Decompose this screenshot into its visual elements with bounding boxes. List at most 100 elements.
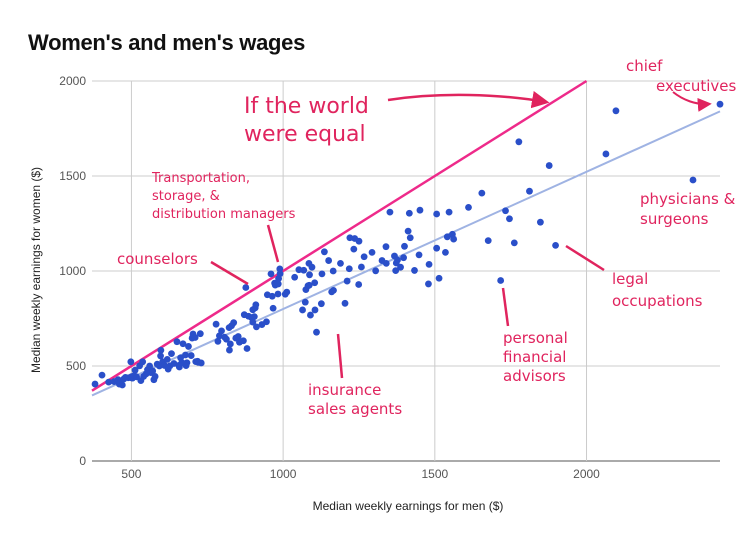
annotation-financial-line1: personal xyxy=(503,329,568,347)
data-point xyxy=(268,292,276,300)
y-tick-label: 2000 xyxy=(59,74,86,88)
data-point xyxy=(465,203,472,211)
data-point xyxy=(382,260,390,267)
data-point xyxy=(343,277,351,285)
data-point xyxy=(239,337,247,345)
data-point xyxy=(313,328,320,336)
data-point xyxy=(230,319,238,327)
annotation-transport-line2: storage, & xyxy=(152,189,220,204)
data-point xyxy=(545,162,553,169)
data-point xyxy=(397,263,404,271)
data-point xyxy=(301,298,309,306)
x-tick-label: 500 xyxy=(121,467,141,481)
data-point xyxy=(416,206,424,214)
data-point xyxy=(151,373,159,380)
data-point xyxy=(484,237,492,245)
annotation-transport-line1: Transportation, xyxy=(151,171,250,186)
data-point xyxy=(173,338,181,346)
y-tick-label: 1000 xyxy=(59,264,86,278)
annotation-equal-line1: If the world xyxy=(244,94,369,119)
data-point xyxy=(372,267,380,275)
annotation-chief: chief executives xyxy=(626,57,737,112)
data-point xyxy=(105,378,113,386)
data-point xyxy=(510,239,518,247)
y-tick-label: 0 xyxy=(79,454,86,468)
data-point xyxy=(401,242,408,250)
data-point xyxy=(149,367,157,375)
data-point xyxy=(341,299,349,307)
y-axis-label: Median weekly earnings for women ($) xyxy=(29,167,43,373)
data-point xyxy=(127,358,135,366)
data-point xyxy=(308,263,316,271)
x-axis-label: Median weekly earnings for men ($) xyxy=(313,499,504,513)
data-point xyxy=(612,107,620,115)
annotation-transport: Transportation, storage, & distribution … xyxy=(151,171,296,263)
annotation-physicians-line2: surgeons xyxy=(640,210,709,228)
annotation-chief-arrow xyxy=(672,91,712,112)
chart-title: Women's and men's wages xyxy=(28,30,306,55)
annotation-legal: legal occupations xyxy=(565,244,703,310)
annotation-legal-line2: occupations xyxy=(612,292,703,310)
data-point xyxy=(226,346,233,354)
data-point xyxy=(269,304,277,312)
data-point xyxy=(252,301,260,309)
data-point xyxy=(226,340,234,348)
data-point xyxy=(442,248,449,256)
data-point xyxy=(716,100,724,108)
data-point xyxy=(311,279,319,287)
data-point xyxy=(218,327,225,335)
data-point xyxy=(196,330,204,338)
data-point xyxy=(415,251,423,259)
data-point xyxy=(317,300,325,308)
data-point xyxy=(187,352,195,359)
data-point xyxy=(214,337,222,345)
data-point xyxy=(515,138,523,146)
data-point xyxy=(502,207,509,215)
data-point xyxy=(602,150,610,158)
data-point xyxy=(368,248,376,256)
data-point xyxy=(358,263,365,271)
data-point xyxy=(179,340,187,348)
data-point xyxy=(404,227,412,235)
annotation-chief-line1: chief xyxy=(626,57,663,75)
data-point xyxy=(400,254,407,262)
data-point xyxy=(146,362,154,370)
data-point xyxy=(191,334,199,341)
annotation-physicians: physicians & surgeons xyxy=(640,190,736,228)
annotation-insurance-line1: insurance xyxy=(308,381,381,399)
annotation-physicians-line1: physicians & xyxy=(640,190,736,208)
x-tick-label: 2000 xyxy=(573,467,600,481)
data-point xyxy=(163,355,171,363)
data-point xyxy=(497,277,505,284)
annotation-chief-line2: executives xyxy=(656,77,737,95)
data-point xyxy=(243,345,251,352)
data-point xyxy=(182,351,189,359)
data-point xyxy=(274,290,282,298)
data-point xyxy=(234,333,242,340)
annotation-financial-line3: advisors xyxy=(503,367,566,385)
data-point xyxy=(320,248,328,256)
data-point xyxy=(337,260,344,267)
data-point xyxy=(263,318,270,326)
data-point xyxy=(386,208,394,216)
data-point xyxy=(443,233,451,241)
annotation-transport-pointer xyxy=(266,224,280,263)
data-point xyxy=(425,280,432,288)
annotation-insurance-line2: sales agents xyxy=(308,400,402,418)
data-point xyxy=(299,306,306,314)
data-point xyxy=(360,253,368,261)
annotation-transport-line3: distribution managers xyxy=(152,207,296,222)
annotation-insurance-pointer xyxy=(336,333,344,379)
data-point xyxy=(131,366,139,374)
reference-lines xyxy=(91,79,721,397)
annotation-counselors: counselors xyxy=(117,250,249,286)
data-point xyxy=(425,260,433,268)
data-point xyxy=(411,267,418,274)
data-point xyxy=(183,359,191,367)
annotation-equal-line2: were equal xyxy=(244,122,366,147)
data-point xyxy=(345,265,353,273)
data-point xyxy=(311,306,319,314)
data-point xyxy=(329,267,337,275)
data-point xyxy=(526,187,533,195)
y-tick-label: 500 xyxy=(66,359,86,373)
